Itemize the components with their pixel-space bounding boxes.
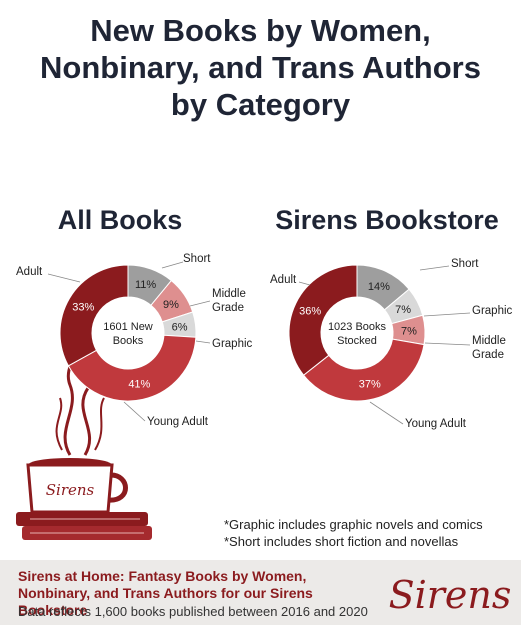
category-label-middle-grade: Middle Grade (472, 335, 506, 361)
percent-label-young-adult: 37% (359, 378, 381, 390)
leader-line-middle-grade (424, 342, 471, 346)
percent-label-middle-grade: 9% (163, 299, 179, 311)
category-label-adult: Adult (270, 274, 297, 286)
note-graphic: *Graphic includes graphic novels and com… (224, 517, 483, 532)
notes: *Graphic includes graphic novels and com… (224, 516, 483, 550)
title-line: New Books by Women, (90, 13, 431, 48)
footer-subtitle: Data reflects 1,600 books published betw… (18, 604, 368, 619)
category-label-middle-grade: Middle Grade (212, 288, 246, 314)
category-label-short: Short (183, 253, 211, 265)
donut-all-books: 11% Short 9% Middle Grade 6% Graphic 41% Young A… (16, 253, 253, 428)
chart-title-sirens-bookstore: Sirens Bookstore (275, 205, 499, 235)
slice-adult (59, 264, 129, 367)
slice-young-adult (67, 334, 197, 402)
leader-line-adult (298, 281, 311, 286)
percent-label-short: 14% (368, 281, 390, 293)
percent-label-short: 11% (135, 279, 156, 291)
footer-title: Sirens at Home: Fantasy Books by Women, … (18, 568, 313, 618)
sirens-logo-icon: Sirens (389, 573, 512, 617)
leader-line-graphic (423, 312, 471, 317)
category-label-young-adult: Young Adult (405, 418, 467, 430)
percent-label-graphic: 6% (172, 321, 188, 333)
leader-line-graphic (195, 340, 211, 344)
center-label: 1601 New Books (103, 321, 153, 347)
leader-line-young-adult (123, 401, 146, 422)
donut-charts: Sirens 11% Short 9% Middle Grade 6% Graphic 41%… (16, 253, 513, 540)
title-line: Nonbinary, and Trans Authors (40, 50, 481, 85)
chart-title-all-books: All Books (57, 205, 183, 235)
mug-on-books-icon: Sirens (16, 329, 152, 540)
category-label-short: Short (451, 258, 479, 270)
center-label: 1023 Books Stocked (328, 321, 387, 347)
slice-young-adult (302, 338, 425, 402)
mug-text: Sirens (46, 481, 95, 499)
percent-label-adult: 33% (72, 302, 94, 314)
percent-label-middle-grade: 7% (401, 326, 417, 338)
leader-line-young-adult (369, 401, 404, 425)
page-title: New Books by Women, Nonbinary, and Trans… (0, 12, 521, 123)
leader-line-middle-grade (189, 300, 211, 307)
category-label-adult: Adult (16, 266, 43, 278)
slice-adult (288, 264, 358, 376)
donut-sirens-bookstore: 14% Short 7% Graphic 7% Middle Grade 37% Young A… (270, 258, 513, 430)
logo-text: Sirens (389, 573, 512, 617)
footer: Sirens at Home: Fantasy Books by Women, … (0, 560, 521, 625)
leader-line-short (419, 265, 450, 271)
percent-label-adult: 36% (299, 305, 321, 317)
note-short: *Short includes short fiction and novell… (224, 534, 459, 549)
leader-line-adult (47, 273, 81, 283)
title-line: by Category (170, 87, 351, 122)
percent-label-graphic: 7% (395, 304, 411, 316)
category-label-graphic: Graphic (212, 338, 253, 350)
leader-line-short (161, 261, 184, 269)
percent-label-young-adult: 41% (128, 379, 150, 391)
category-label-young-adult: Young Adult (147, 416, 209, 428)
category-label-graphic: Graphic (472, 305, 513, 317)
